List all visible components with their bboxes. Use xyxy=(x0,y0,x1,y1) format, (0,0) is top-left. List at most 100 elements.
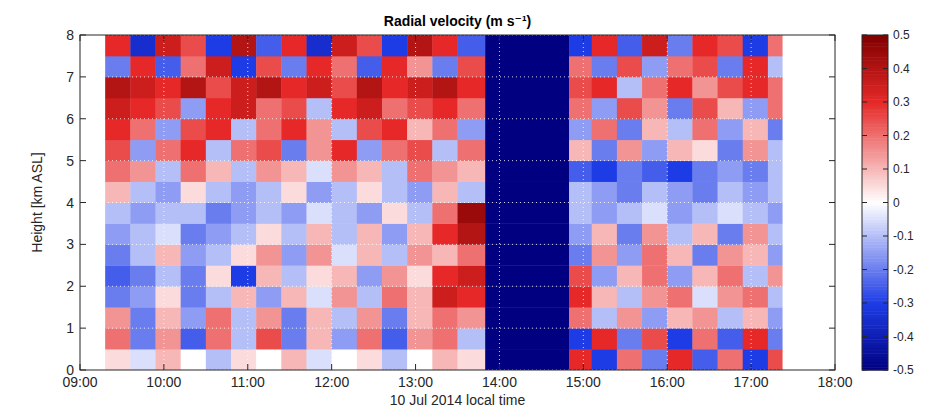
cell xyxy=(642,328,668,349)
tick-label: 12:00 xyxy=(314,374,349,390)
cell xyxy=(231,140,257,161)
cell xyxy=(592,98,618,119)
cell xyxy=(181,244,207,265)
cell xyxy=(667,35,693,56)
grid-line xyxy=(583,35,584,370)
cell xyxy=(231,35,257,56)
cell xyxy=(432,98,458,119)
cell xyxy=(156,182,182,203)
cell xyxy=(156,77,182,98)
cell xyxy=(130,307,156,328)
colorbar-tick xyxy=(862,336,867,337)
cell xyxy=(281,161,307,182)
cell xyxy=(256,140,282,161)
cell xyxy=(382,161,408,182)
tick-label: 1 xyxy=(66,320,74,336)
cell xyxy=(432,35,458,56)
cell xyxy=(181,265,207,286)
cell xyxy=(642,56,668,77)
cell xyxy=(718,244,744,265)
tick xyxy=(829,35,835,36)
cell xyxy=(743,328,769,349)
chart: 09:0010:0011:0012:0013:0014:0015:0016:00… xyxy=(0,0,935,418)
cell xyxy=(307,203,333,224)
cell xyxy=(105,328,131,349)
cell xyxy=(743,161,769,182)
cell xyxy=(105,77,131,98)
cell xyxy=(382,223,408,244)
cell xyxy=(667,286,693,307)
colorbar-tick xyxy=(862,102,867,103)
tick-label: 11:00 xyxy=(231,374,265,390)
tick-label: 14:00 xyxy=(482,374,517,390)
colorbar-tick xyxy=(862,202,867,203)
tick-label: 6 xyxy=(66,111,74,127)
cell xyxy=(256,223,282,244)
cell xyxy=(667,307,693,328)
cell xyxy=(281,244,307,265)
colorbar-tick xyxy=(883,35,888,36)
cell xyxy=(617,182,643,203)
cell xyxy=(382,328,408,349)
cell xyxy=(407,307,433,328)
cell xyxy=(332,119,358,140)
cell xyxy=(718,203,744,224)
tick xyxy=(80,328,86,329)
cell xyxy=(407,203,433,224)
tick xyxy=(80,202,86,203)
colorbar-tick xyxy=(883,102,888,103)
cell xyxy=(768,56,783,77)
cell xyxy=(667,203,693,224)
cell xyxy=(485,56,569,77)
cell xyxy=(592,265,618,286)
colorbar-label: 0.2 xyxy=(893,129,910,143)
cell xyxy=(256,161,282,182)
cell xyxy=(105,244,131,265)
cell xyxy=(642,35,668,56)
tick xyxy=(80,364,81,370)
cell xyxy=(692,140,718,161)
cell xyxy=(307,244,333,265)
grid-line xyxy=(80,202,835,203)
cell xyxy=(281,265,307,286)
cell xyxy=(768,161,783,182)
cell xyxy=(382,98,408,119)
cell xyxy=(181,307,207,328)
cell xyxy=(718,349,744,370)
cell xyxy=(382,286,408,307)
grid-line xyxy=(80,328,835,329)
tick xyxy=(583,364,584,370)
cell xyxy=(768,119,783,140)
cell xyxy=(458,244,486,265)
cell xyxy=(485,223,569,244)
tick-label: 16:00 xyxy=(650,374,685,390)
tick xyxy=(80,35,86,36)
cell xyxy=(206,349,232,370)
cell xyxy=(642,349,668,370)
cell xyxy=(256,265,282,286)
colorbar-label: -0.2 xyxy=(893,263,914,277)
cell xyxy=(617,328,643,349)
cell xyxy=(407,77,433,98)
cell xyxy=(307,77,333,98)
cell xyxy=(485,328,569,349)
cell xyxy=(743,286,769,307)
title: Radial velocity (m s⁻¹) xyxy=(384,13,531,29)
cell xyxy=(105,35,131,56)
cell xyxy=(307,161,333,182)
cell xyxy=(642,203,668,224)
cell xyxy=(357,77,383,98)
cell xyxy=(718,161,744,182)
cell xyxy=(458,161,486,182)
tick xyxy=(247,35,248,41)
cell xyxy=(231,77,257,98)
cell xyxy=(458,182,486,203)
cell xyxy=(231,349,257,370)
tick xyxy=(163,35,164,41)
cell xyxy=(407,35,433,56)
tick xyxy=(499,364,500,370)
cell xyxy=(642,265,668,286)
cell xyxy=(181,56,207,77)
cell xyxy=(458,35,486,56)
cell xyxy=(768,140,783,161)
